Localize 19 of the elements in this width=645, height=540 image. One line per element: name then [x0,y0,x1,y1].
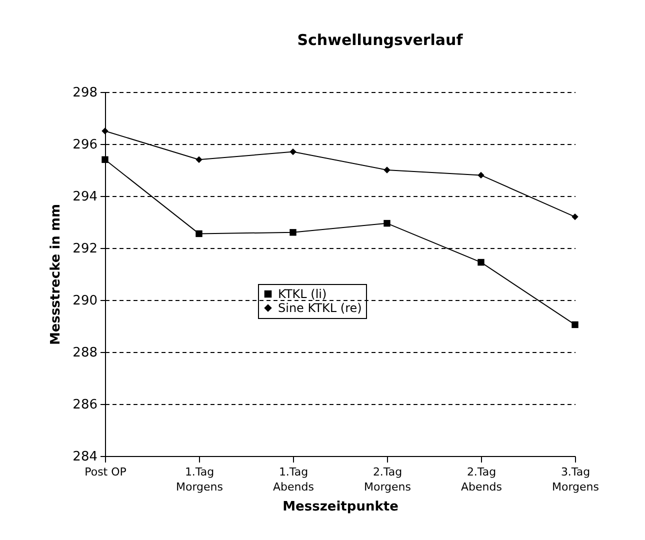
y-tick-label: 290 [72,294,98,308]
chart-title: Schwellungsverlauf [297,31,464,49]
y-tick-label: 298 [72,86,98,100]
y-axis-title: Messstrecke in mm [48,204,64,346]
x-tick-label: 1.Tag Morgens [176,466,224,494]
x-tick-label: 2.Tag Morgens [364,466,412,494]
legend-label: Sine KTKL (re) [278,301,362,315]
y-tick-label: 292 [72,242,98,256]
x-tick-label: 1.Tag Abends [273,466,314,494]
x-tick-label: 3.Tag Morgens [552,466,600,494]
y-tick-label: 284 [72,450,98,464]
y-tick-label: 294 [72,190,98,204]
x-tick-label: 2.Tag Abends [461,466,502,494]
y-tick-label: 286 [72,398,98,412]
x-tick-label: Post OP [84,466,127,478]
legend-label: KTKL (li) [278,287,327,301]
x-axis-title: Messzeitpunkte [282,500,399,514]
y-tick-label: 296 [72,138,98,152]
y-tick-label: 288 [72,346,98,360]
